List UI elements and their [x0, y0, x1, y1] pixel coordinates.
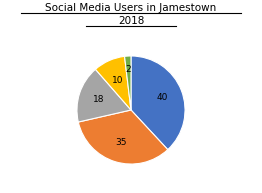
Text: Social Media Users in Jamestown: Social Media Users in Jamestown	[45, 3, 217, 13]
Text: 2: 2	[126, 65, 131, 74]
Wedge shape	[95, 56, 131, 110]
Wedge shape	[131, 56, 185, 150]
Text: 2018: 2018	[118, 16, 144, 26]
Wedge shape	[77, 69, 131, 122]
Text: 40: 40	[156, 93, 168, 102]
Wedge shape	[124, 56, 131, 110]
Text: 10: 10	[112, 76, 124, 85]
Text: 18: 18	[93, 95, 105, 104]
Text: 35: 35	[115, 138, 127, 146]
Wedge shape	[78, 110, 168, 164]
